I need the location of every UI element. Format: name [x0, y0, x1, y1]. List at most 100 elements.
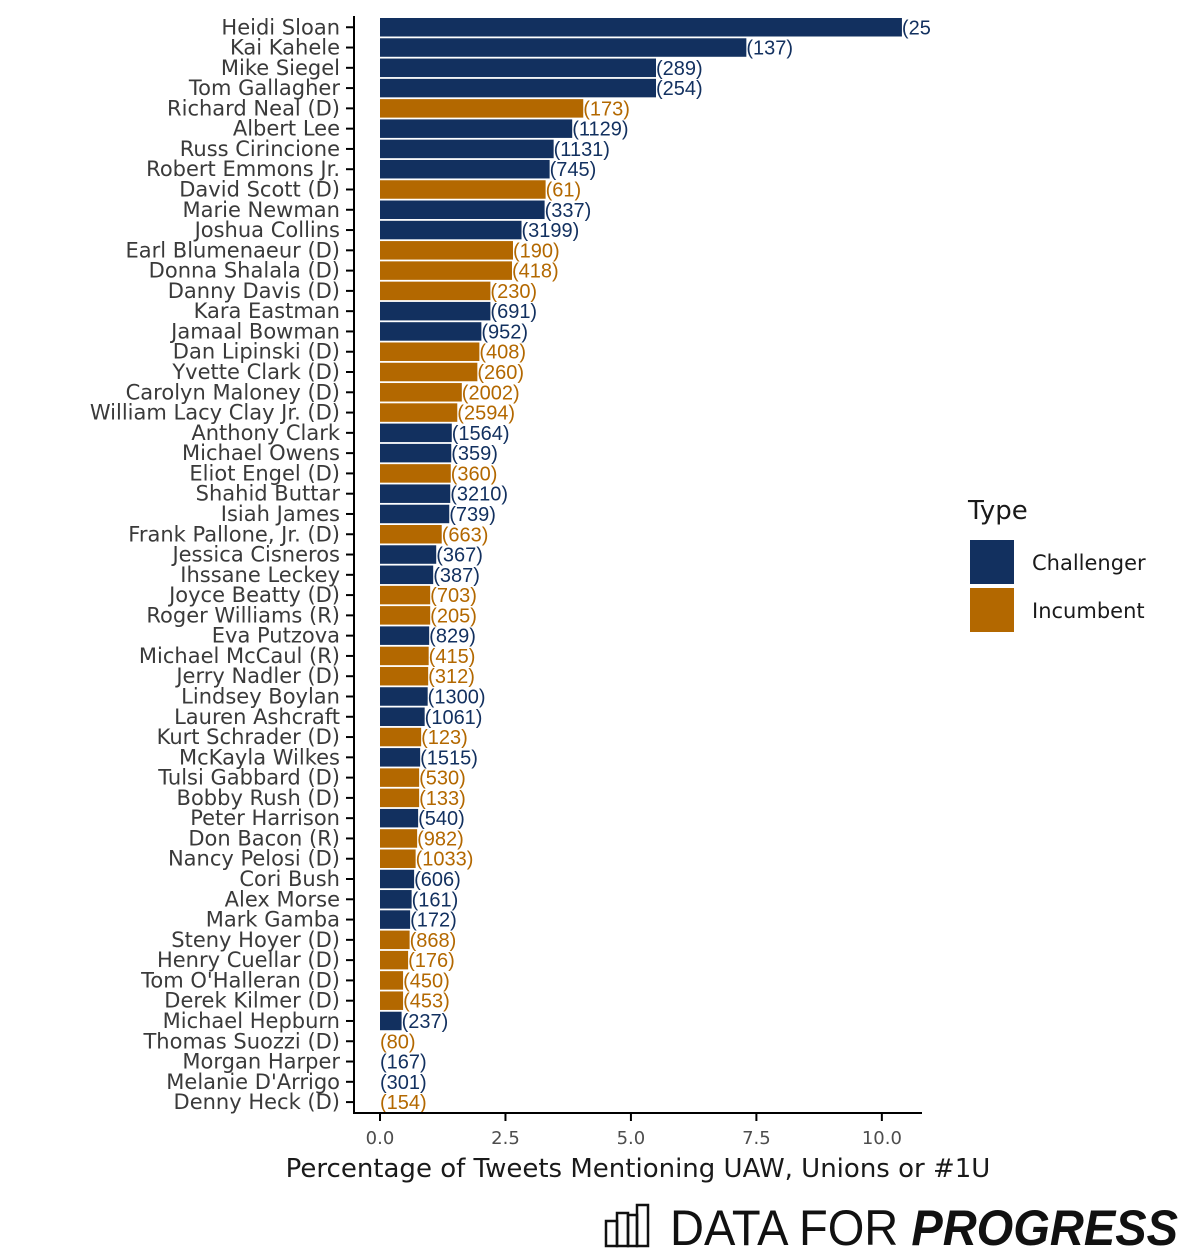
bar-lauren-ashcraft	[380, 707, 425, 727]
value-label-donna-shalala-d: (418)	[512, 261, 559, 283]
bar-yvette-clark-d	[380, 362, 478, 382]
value-label-thomas-suozzi-d: (80)	[380, 1031, 416, 1053]
legend: Type Challenger Incumbent	[967, 496, 1146, 632]
legend-label-incumbent: Incumbent	[1032, 599, 1145, 623]
category-label-michael-owens: Michael Owens	[182, 441, 340, 465]
value-label-melanie-d-arrigo: (301)	[380, 1072, 427, 1094]
legend-swatch-challenger	[970, 540, 1014, 584]
bar-donna-shalala-d	[380, 261, 512, 280]
x-axis-title: Percentage of Tweets Mentioning UAW, Uni…	[286, 1154, 991, 1184]
category-label-michael-mccaul-r: Michael McCaul (R)	[139, 644, 340, 668]
x-tick-label-2: 5.0	[617, 1128, 646, 1149]
value-label-peter-harrison: (540)	[418, 808, 465, 830]
bar-lindsey-boylan	[380, 687, 428, 706]
logo-word-progress: PROGRESS	[911, 1200, 1178, 1253]
bar-david-scott-d	[380, 180, 546, 199]
category-label-earl-blumenaeur-d: Earl Blumenaeur (D)	[126, 238, 340, 262]
bar-tom-o-halleran-d	[380, 971, 404, 990]
value-label-richard-neal-d: (173)	[583, 98, 630, 120]
value-label-michael-hepburn: (237)	[402, 1011, 449, 1033]
category-label-yvette-clark-d: Yvette Clark (D)	[171, 360, 340, 384]
category-label-shahid-buttar: Shahid Buttar	[196, 482, 341, 506]
category-label-tom-gallagher: Tom Gallagher	[188, 76, 340, 100]
bars-layer	[380, 18, 902, 1031]
category-label-henry-cuellar-d: Henry Cuellar (D)	[157, 948, 340, 972]
value-label-morgan-harper: (167)	[380, 1052, 427, 1074]
bar-robert-emmons-jr	[380, 159, 550, 179]
category-label-don-bacon-r: Don Bacon (R)	[188, 826, 340, 850]
bar-frank-pallone-jr-d	[380, 525, 442, 544]
bar-alex-morse	[380, 890, 412, 909]
category-label-carolyn-maloney-d: Carolyn Maloney (D)	[126, 380, 340, 404]
bar-ihssane-leckey	[380, 565, 434, 585]
category-label-jamaal-bowman: Jamaal Bowman	[169, 319, 340, 343]
category-label-mark-gamba: Mark Gamba	[206, 908, 340, 932]
value-label-albert-lee: (1129)	[572, 119, 628, 141]
category-label-denny-heck-d: Denny Heck (D)	[174, 1090, 340, 1114]
category-label-richard-neal-d: Richard Neal (D)	[167, 96, 340, 120]
bar-heidi-sloan	[380, 18, 902, 37]
bar-michael-hepburn	[380, 1011, 402, 1031]
value-label-yvette-clark-d: (260)	[477, 362, 524, 384]
value-label-lindsey-boylan: (1300)	[428, 686, 486, 708]
value-label-mark-gamba: (172)	[410, 910, 457, 932]
bar-mark-gamba	[380, 910, 411, 929]
bar-richard-neal-d	[380, 99, 584, 118]
category-label-bobby-rush-d: Bobby Rush (D)	[177, 786, 340, 810]
category-label-peter-harrison: Peter Harrison	[190, 806, 340, 830]
category-label-donna-shalala-d: Donna Shalala (D)	[149, 259, 340, 283]
value-label-henry-cuellar-d: (176)	[408, 950, 455, 972]
category-label-steny-hoyer-d: Steny Hoyer (D)	[171, 928, 340, 952]
category-label-cori-bush: Cori Bush	[239, 867, 340, 891]
category-label-dan-lipinski-d: Dan Lipinski (D)	[173, 340, 340, 364]
value-label-frank-pallone-jr-d: (663)	[442, 524, 489, 546]
bar-jamaal-bowman	[380, 322, 482, 341]
bar-chart-logo-icon	[604, 1203, 650, 1248]
value-label-anthony-clark: (1564)	[452, 423, 510, 445]
value-label-roger-williams-r: (205)	[430, 605, 477, 627]
bar-michael-mccaul-r	[380, 646, 429, 666]
category-label-eliot-engel-d: Eliot Engel (D)	[189, 461, 340, 485]
value-label-jerry-nadler-d: (312)	[428, 666, 475, 688]
legend-title: Type	[967, 496, 1028, 526]
bar-henry-cuellar-d	[380, 950, 409, 970]
axes	[353, 16, 922, 1114]
category-label-kara-eastman: Kara Eastman	[194, 299, 340, 323]
bar-mckayla-wilkes	[380, 748, 421, 767]
value-label-tom-o-halleran-d: (450)	[403, 970, 450, 992]
category-label-robert-emmons-jr: Robert Emmons Jr.	[146, 157, 340, 181]
value-label-steny-hoyer-d: (868)	[410, 930, 457, 952]
bar-danny-davis-d	[380, 281, 491, 301]
value-label-mckayla-wilkes: (1515)	[420, 747, 478, 769]
bar-nancy-pelosi-d	[380, 849, 416, 868]
bar-steny-hoyer-d	[380, 930, 410, 950]
value-label-alex-morse: (161)	[412, 889, 459, 911]
value-label-david-scott-d: (61)	[546, 179, 582, 201]
value-label-isiah-james: (739)	[449, 504, 496, 526]
category-label-jessica-cisneros: Jessica Cisneros	[170, 543, 340, 567]
value-label-heidi-sloan: (25	[902, 17, 931, 39]
bar-derek-kilmer-d	[380, 991, 404, 1010]
value-label-denny-heck-d: (154)	[380, 1092, 427, 1114]
category-label-eva-putzova: Eva Putzova	[212, 624, 340, 648]
value-label-lauren-ashcraft: (1061)	[425, 707, 483, 729]
bar-jerry-nadler-d	[380, 666, 429, 686]
category-label-anthony-clark: Anthony Clark	[191, 421, 340, 445]
bar-anthony-clark	[380, 423, 452, 443]
category-label-frank-pallone-jr-d: Frank Pallone, Jr. (D)	[128, 522, 340, 546]
bar-isiah-james	[380, 504, 450, 524]
category-label-nancy-pelosi-d: Nancy Pelosi (D)	[168, 847, 340, 871]
category-label-marie-newman: Marie Newman	[183, 198, 341, 222]
bar-dan-lipinski-d	[380, 342, 480, 361]
bar-shahid-buttar	[380, 484, 451, 503]
value-label-joyce-beatty-d: (703)	[430, 585, 477, 607]
category-label-kai-kahele: Kai Kahele	[230, 36, 340, 60]
bar-kurt-schrader-d	[380, 727, 422, 747]
value-label-jessica-cisneros: (367)	[436, 545, 483, 567]
value-label-derek-kilmer-d: (453)	[403, 991, 450, 1013]
category-label-jerry-nadler-d: Jerry Nadler (D)	[174, 664, 340, 688]
category-label-joyce-beatty-d: Joyce Beatty (D)	[167, 583, 340, 607]
bar-don-bacon-r	[380, 829, 418, 848]
category-label-lindsey-boylan: Lindsey Boylan	[181, 684, 340, 708]
